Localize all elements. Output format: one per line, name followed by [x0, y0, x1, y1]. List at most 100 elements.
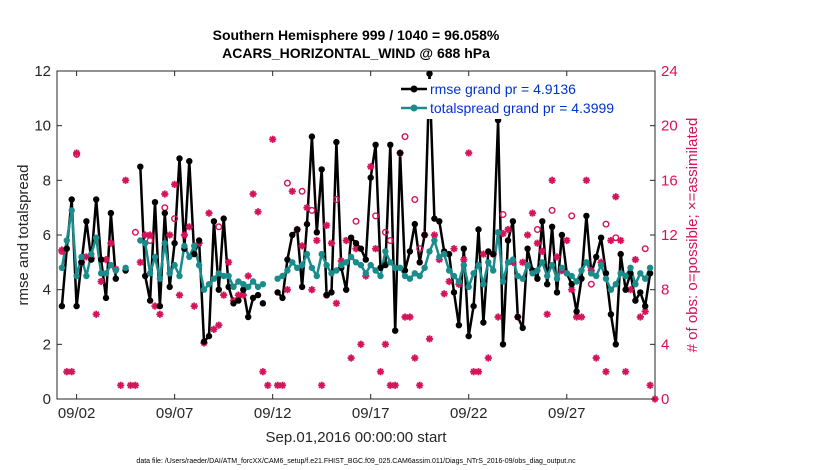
totalspread-point: [519, 275, 526, 282]
totalspread-point: [195, 261, 203, 269]
obs-assimilated-stroke: [367, 163, 374, 170]
rmse-point: [161, 209, 168, 217]
totalspread-point: [112, 267, 120, 274]
obs-assimilated-stroke: [264, 382, 271, 389]
rmse-point: [249, 294, 257, 302]
rmse-point: [200, 338, 208, 345]
obs-assimilated-stroke: [499, 230, 507, 237]
obs-assimilated-stroke: [563, 237, 570, 244]
rmse-point: [156, 302, 164, 310]
obs-assimilated-stroke: [244, 272, 252, 280]
rmse-point: [367, 174, 374, 181]
obs-assimilated-point: [592, 354, 600, 362]
obs-assimilated-point: [406, 313, 414, 321]
totalspread-point: [607, 286, 615, 293]
obs-possible-point: [171, 215, 179, 223]
rmse-point: [514, 313, 521, 321]
totalspread-point: [313, 272, 320, 280]
totalspread-point: [303, 250, 311, 258]
rmse-point: [597, 234, 605, 241]
totalspread-point: [338, 261, 345, 269]
totalspread-point: [421, 264, 428, 271]
obs-assimilated-point: [288, 187, 296, 195]
obs-assimilated-point: [225, 258, 233, 266]
rmse-point: [240, 286, 247, 293]
totalspread-point: [480, 281, 487, 288]
obs-assimilated-point: [254, 208, 262, 216]
obs-possible-point: [533, 225, 541, 233]
rmse-point: [646, 270, 654, 277]
rmse-point: [544, 281, 551, 288]
rmse-point: [230, 300, 237, 307]
obs-assimilated-point: [450, 245, 458, 253]
obs-assimilated-stroke: [642, 308, 649, 315]
rmse-point: [362, 256, 369, 263]
obs-assimilated-stroke: [426, 335, 433, 343]
totalspread-point: [352, 259, 360, 266]
obs-possible-point: [215, 223, 223, 231]
rmse-point: [83, 218, 90, 225]
obs-assimilated-stroke: [97, 278, 105, 285]
y2-tick-label: 8: [661, 282, 669, 299]
obs-assimilated-point: [259, 368, 267, 376]
obs-assimilated-point: [161, 190, 169, 198]
totalspread-point: [171, 261, 178, 269]
obs-assimilated-stroke: [357, 341, 365, 348]
rmse-point: [298, 283, 306, 291]
totalspread-point: [88, 250, 95, 258]
obs-assimilated-point: [122, 176, 130, 184]
rmse-point: [318, 166, 325, 173]
totalspread-point: [553, 275, 561, 282]
totalspread-point: [225, 272, 232, 280]
rmse-point: [470, 302, 477, 310]
y2-tick-label: 4: [661, 336, 669, 353]
obs-assimilated-stroke: [524, 231, 531, 239]
totalspread-point: [137, 237, 144, 244]
totalspread-point: [347, 253, 355, 261]
rmse-point: [97, 256, 105, 263]
rmse-point: [372, 141, 379, 148]
totalspread-point: [539, 259, 546, 266]
rmse-point: [357, 245, 365, 252]
obs-assimilated-point: [538, 247, 546, 255]
obs-assimilated-stroke: [318, 382, 325, 389]
rmse-point: [343, 286, 350, 293]
obs-assimilated-stroke: [323, 222, 330, 229]
totalspread-point: [151, 253, 159, 261]
rmse-point: [568, 281, 575, 288]
obs-assimilated-stroke: [93, 311, 100, 318]
totalspread-point: [97, 270, 105, 277]
obs-assimilated-stroke: [612, 193, 619, 200]
rmse-point: [328, 289, 335, 296]
obs-assimilated-stroke: [166, 231, 173, 239]
rmse-point: [406, 248, 414, 255]
obs-possible-point: [386, 236, 394, 244]
totalspread-point: [240, 281, 247, 288]
rmse-point: [465, 332, 472, 340]
obs-assimilated-point: [376, 368, 385, 376]
obs-assimilated-point: [474, 368, 483, 376]
obs-assimilated-stroke: [553, 253, 561, 261]
totalspread-point: [323, 261, 330, 269]
totalspread-point: [588, 270, 595, 277]
legend-rmse-marker: [410, 85, 418, 93]
rmse-point: [460, 245, 467, 252]
obs-assimilated-point: [543, 310, 551, 318]
totalspread-point: [73, 272, 80, 280]
obs-assimilated-point: [563, 236, 571, 245]
rmse-point: [186, 158, 193, 165]
x-tick-label: 09/22: [450, 405, 488, 422]
obs-assimilated-point: [283, 286, 291, 294]
rmse-point: [612, 341, 619, 348]
obs-assimilated-point: [440, 290, 448, 298]
obs-assimilated-point: [499, 230, 507, 238]
rmse-point: [58, 302, 66, 310]
totalspread-point: [597, 261, 605, 269]
obs-assimilated-stroke: [235, 291, 242, 299]
obs-assimilated-stroke: [406, 313, 414, 321]
rmse-point: [274, 289, 281, 296]
totalspread-point: [215, 270, 222, 277]
legend-spread-marker: [410, 104, 418, 112]
obs-assimilated-stroke: [102, 256, 110, 263]
obs-assimilated-point: [318, 381, 326, 389]
